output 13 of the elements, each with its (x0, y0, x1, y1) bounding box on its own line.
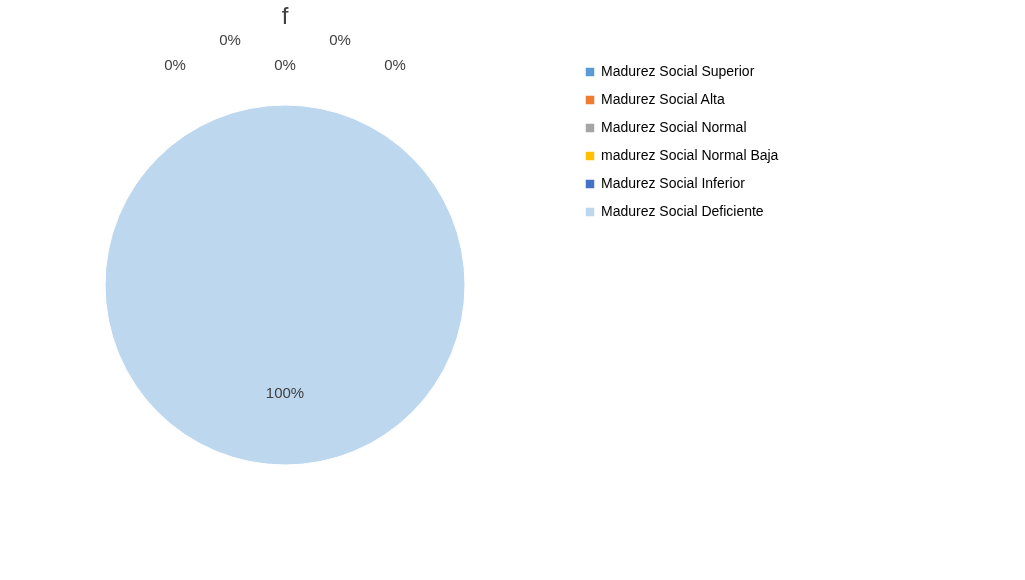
legend-label: Madurez Social Deficiente (601, 203, 764, 219)
text: 0% (274, 56, 296, 73)
data-label: 100% (265, 384, 305, 401)
legend-label: Madurez Social Inferior (601, 175, 746, 191)
text: 0% (164, 56, 186, 73)
text: 0% (219, 31, 241, 48)
legend-label: Madurez Social Normal (601, 119, 747, 135)
legend-label: Madurez Social Superior (601, 63, 755, 79)
legend-label: Madurez Social Alta (601, 91, 725, 107)
chart-title: f (281, 2, 289, 29)
text: 0% (384, 56, 406, 73)
legend-label: madurez Social Normal Baja (601, 147, 779, 163)
text: 0% (329, 31, 351, 48)
